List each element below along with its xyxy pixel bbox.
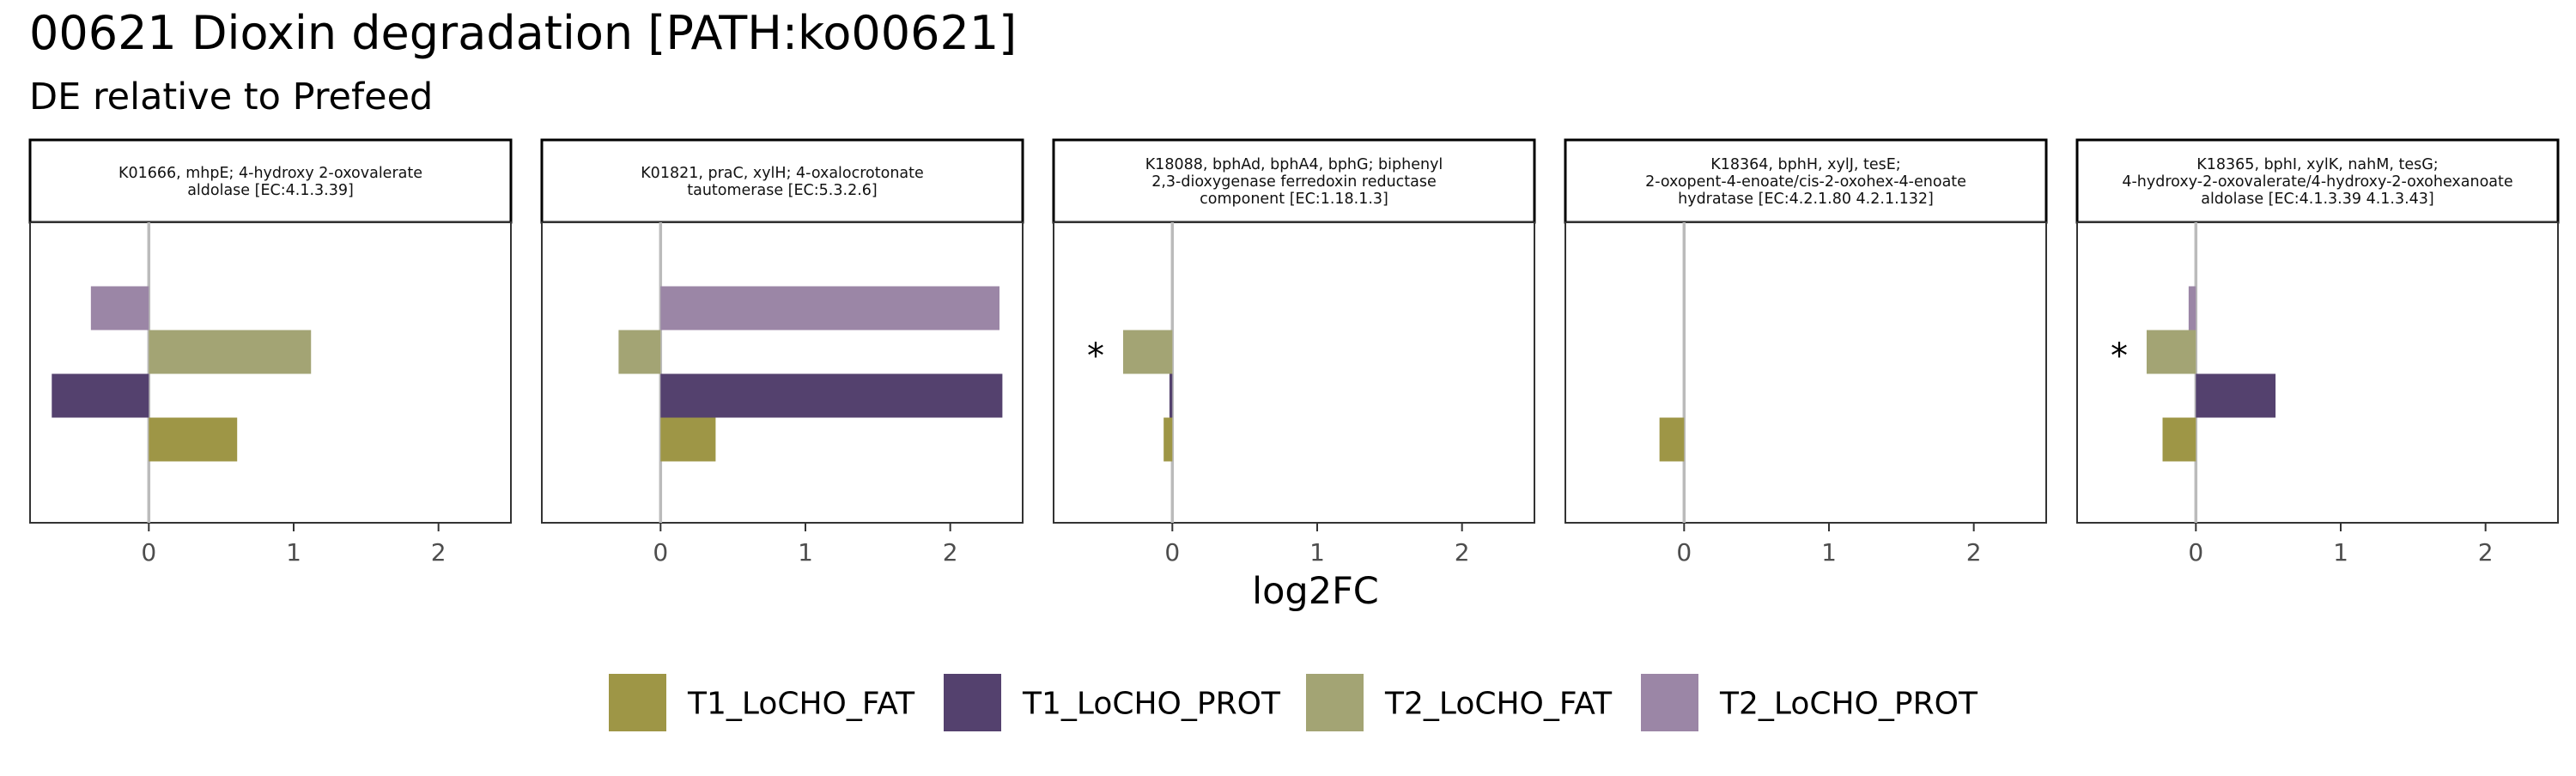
bar-t2-locho-fat <box>149 330 312 374</box>
facet-strip-label: aldolase [EC:4.1.3.39] <box>187 182 354 199</box>
bar-t2-locho-prot <box>660 286 1000 330</box>
facet-panel: K18364, bphH, xylJ, tesE;2-oxopent-4-eno… <box>1564 138 2048 567</box>
facet-strip <box>540 138 1024 224</box>
x-tick-label: 1 <box>1821 538 1837 567</box>
x-tick-label: 2 <box>943 538 958 567</box>
x-tick-label: 2 <box>1966 538 1982 567</box>
bar-t1-locho-fat <box>1163 417 1173 462</box>
panel-frame <box>541 221 1024 524</box>
x-tick-label: 1 <box>1309 538 1325 567</box>
legend-item: T2_LoCHO_FAT <box>1306 674 1613 731</box>
legend-item: T2_LoCHO_PROT <box>1641 674 1978 731</box>
bar-t2-locho-fat <box>618 330 661 374</box>
legend-item: T1_LoCHO_PROT <box>944 674 1281 731</box>
x-tick-label: 0 <box>2188 538 2203 567</box>
bar-t1-locho-prot <box>2196 373 2276 418</box>
x-tick-label: 0 <box>1676 538 1692 567</box>
significance-marker: * <box>1087 336 1104 376</box>
x-tick-label: 1 <box>798 538 813 567</box>
panel-frame <box>1564 221 2047 524</box>
bar-t1-locho-fat <box>149 417 238 462</box>
legend-swatch <box>1641 674 1698 731</box>
x-tick-label: 1 <box>2333 538 2348 567</box>
facet-panel: K18365, bphI, xylK, nahM, tesG;4-hydroxy… <box>2075 138 2560 567</box>
facet-strip <box>2075 138 2560 224</box>
x-tick-label: 2 <box>2478 538 2494 567</box>
legend-swatch <box>609 674 666 731</box>
x-axis-label: log2FC <box>1252 570 1379 613</box>
chart-subtitle: DE relative to Prefeed <box>29 76 433 118</box>
bar-t1-locho-fat <box>1659 417 1685 462</box>
x-tick-label: 1 <box>286 538 301 567</box>
facet-strip-label: 2-oxopent-4-enoate/cis-2-oxohex-4-enoate <box>1645 173 1966 191</box>
legend-label: T2_LoCHO_PROT <box>1719 687 1978 722</box>
facet-strip-label: K01821, praC, xylH; 4-oxalocrotonate <box>641 165 924 182</box>
x-tick-label: 0 <box>141 538 156 567</box>
legend-swatch <box>944 674 1001 731</box>
facet-strip-label: aldolase [EC:4.1.3.39 4.1.3.43] <box>2201 191 2434 208</box>
facet-strip-label: K18364, bphH, xylJ, tesE; <box>1710 156 1900 173</box>
legend: T1_LoCHO_FAT T1_LoCHO_PROT T2_LoCHO_FAT T2_… <box>609 674 1978 731</box>
legend-label: T1_LoCHO_FAT <box>687 687 915 722</box>
facet-strip-label: hydratase [EC:4.2.1.80 4.2.1.132] <box>1678 191 1934 208</box>
facet-strip-label: component [EC:1.18.1.3] <box>1200 191 1388 208</box>
x-tick-label: 2 <box>431 538 447 567</box>
x-tick-label: 2 <box>1455 538 1470 567</box>
facet-panel: K18088, bphAd, bphA4, bphG; biphenyl2,3-… <box>1052 138 1536 567</box>
facet-strip <box>28 138 513 224</box>
legend-label: T2_LoCHO_FAT <box>1384 687 1613 722</box>
facet-strip-label: tautomerase [EC:5.3.2.6] <box>687 182 877 199</box>
bar-t1-locho-prot <box>660 373 1003 418</box>
facet-panels: K01666, mhpE; 4-hydroxy 2-oxovalerateald… <box>28 138 2560 567</box>
bar-t1-locho-prot <box>52 373 149 418</box>
bar-t2-locho-fat <box>1122 330 1173 374</box>
facet-strip-label: K01666, mhpE; 4-hydroxy 2-oxovalerate <box>118 165 422 182</box>
legend-item: T1_LoCHO_FAT <box>609 674 915 731</box>
facet-strip-label: 2,3-dioxygenase ferredoxin reductase <box>1151 173 1437 191</box>
facet-strip-label: K18365, bphI, xylK, nahM, tesG; <box>2196 156 2438 173</box>
facet-strip-label: 4-hydroxy-2-oxovalerate/4-hydroxy-2-oxoh… <box>2122 173 2512 191</box>
bar-t2-locho-prot <box>2188 286 2196 330</box>
facet-panel: K01821, praC, xylH; 4-oxalocrotonatetaut… <box>540 138 1024 567</box>
bar-t1-locho-fat <box>660 417 716 462</box>
significance-marker: * <box>2111 336 2128 376</box>
legend-swatch <box>1306 674 1364 731</box>
bar-t1-locho-fat <box>2162 417 2196 462</box>
x-tick-label: 0 <box>653 538 668 567</box>
bar-t2-locho-fat <box>2146 330 2196 374</box>
legend-label: T1_LoCHO_PROT <box>1022 687 1281 722</box>
chart-title: 00621 Dioxin degradation [PATH:ko00621] <box>29 6 1017 60</box>
facet-strip-label: K18088, bphAd, bphA4, bphG; biphenyl <box>1145 156 1443 173</box>
facet-panel: K01666, mhpE; 4-hydroxy 2-oxovalerateald… <box>28 138 513 567</box>
facet-strip <box>1052 138 1536 224</box>
bar-t1-locho-prot <box>1169 373 1173 418</box>
bar-t2-locho-prot <box>90 286 149 330</box>
x-tick-label: 0 <box>1164 538 1180 567</box>
